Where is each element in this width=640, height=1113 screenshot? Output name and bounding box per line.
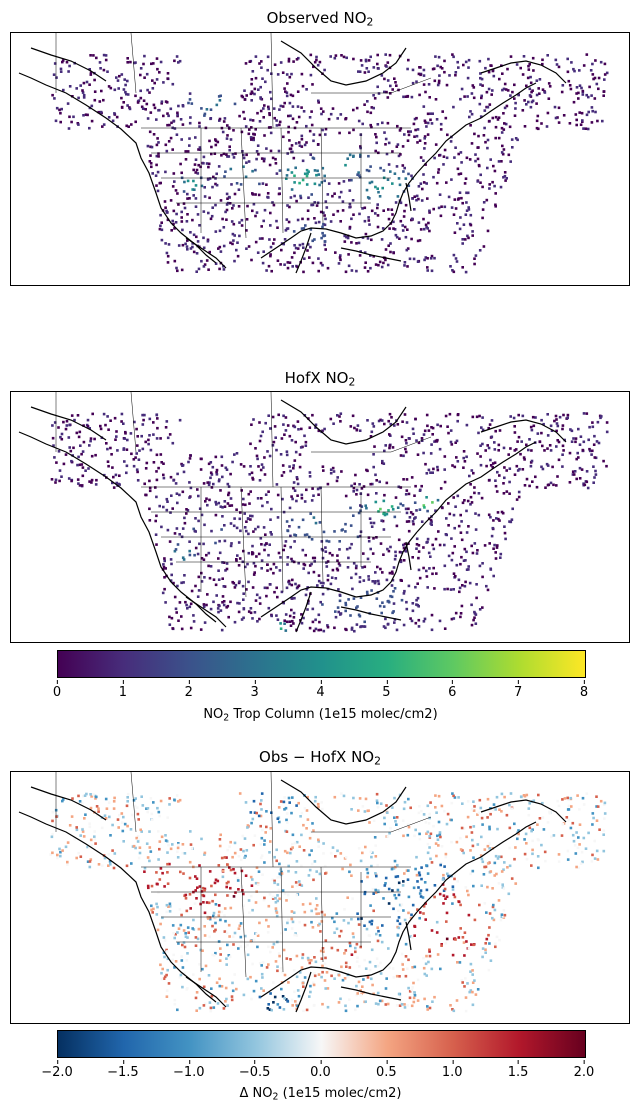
coastline — [340, 182, 412, 262]
coastline — [18, 431, 217, 623]
delta-colorbar-tick: 1.5 — [507, 1060, 529, 1080]
coastline — [30, 47, 107, 82]
no2-colorbar-tick: 1 — [118, 680, 128, 700]
border-line — [320, 486, 324, 583]
coastline — [18, 72, 217, 264]
no2-colorbar — [57, 650, 586, 678]
difference-map — [10, 771, 630, 1024]
border-line — [240, 866, 247, 978]
coastline — [280, 779, 407, 825]
difference-title: Obs − HofX NO2 — [259, 748, 381, 768]
coastline — [416, 82, 537, 174]
delta-colorbar-tick: −1.0 — [172, 1060, 205, 1080]
coastline — [280, 399, 407, 445]
no2-colorbar-tick: 4 — [316, 680, 325, 700]
coastline — [18, 811, 217, 1003]
border-line — [320, 127, 324, 224]
no2-colorbar-tick: 2 — [184, 680, 193, 700]
coastline — [30, 406, 107, 441]
hofx-map — [10, 391, 630, 643]
border-line — [270, 772, 274, 868]
no2-colorbar-ticks: 0 1 2 3 4 5 6 7 8 — [53, 680, 589, 705]
no2-colorbar-label: NO2 Trop Column (1e15 molec/cm2) — [203, 707, 438, 724]
border-line — [240, 127, 247, 239]
coastline — [185, 232, 312, 274]
coastline — [30, 786, 107, 821]
delta-colorbar-tick: 0.5 — [376, 1060, 397, 1080]
no2-colorbar-tick: 6 — [448, 680, 457, 700]
border-line — [280, 866, 284, 973]
coastline — [480, 419, 567, 443]
hofx-map-canvas — [18, 392, 609, 633]
border-line — [130, 772, 137, 833]
coastline — [260, 531, 418, 618]
observation-points — [51, 53, 609, 274]
border-line — [311, 816, 432, 833]
observation-points — [50, 412, 609, 633]
no2-colorbar-tick: 3 — [250, 680, 259, 700]
coastline — [260, 172, 418, 259]
coastline — [280, 40, 407, 86]
border-line — [130, 33, 137, 94]
coastline — [416, 821, 537, 913]
delta-colorbar-tick: 2.0 — [573, 1060, 595, 1080]
no2-colorbar-tick: 5 — [382, 680, 391, 700]
no2-colorbar-tick: 0 — [52, 680, 62, 700]
border-line — [280, 486, 284, 593]
delta-colorbar-ticks: −2.0 −1.5 −1.0 −0.5 0.0 0.5 1.0 1.5 2.0 — [41, 1060, 594, 1085]
observation-points — [49, 792, 607, 1013]
coastline — [340, 921, 412, 1001]
no2-colorbar-tick: 7 — [513, 680, 523, 700]
border-line — [270, 392, 274, 488]
border-line — [311, 77, 432, 94]
coastline — [260, 911, 418, 998]
border-line — [311, 436, 432, 453]
delta-colorbar — [57, 1030, 586, 1058]
border-line — [320, 866, 324, 963]
delta-colorbar-tick: −2.0 — [41, 1060, 73, 1080]
observed-map — [10, 32, 630, 286]
observed-title: Observed NO2 — [266, 9, 374, 29]
coastline — [480, 60, 567, 84]
delta-colorbar-tick: 0.0 — [310, 1060, 331, 1080]
border-line — [240, 486, 247, 598]
coastline — [185, 591, 312, 633]
coastline — [340, 541, 412, 621]
coastline — [480, 799, 567, 823]
difference-map-canvas — [18, 772, 607, 1013]
observed-map-canvas — [18, 33, 609, 274]
delta-colorbar-tick: −0.5 — [238, 1060, 271, 1080]
coastline — [416, 441, 537, 533]
delta-colorbar-tick: 1.0 — [441, 1060, 463, 1080]
no2-colorbar-tick: 8 — [579, 680, 589, 700]
delta-colorbar-tick: −1.5 — [107, 1060, 139, 1080]
delta-colorbar-label: Δ NO2 (1e15 molec/cm2) — [239, 1086, 402, 1103]
border-line — [280, 127, 284, 234]
border-line — [130, 392, 137, 453]
border-line — [270, 33, 274, 129]
coastline — [185, 971, 312, 1013]
hofx-title: HofX NO2 — [284, 369, 356, 389]
